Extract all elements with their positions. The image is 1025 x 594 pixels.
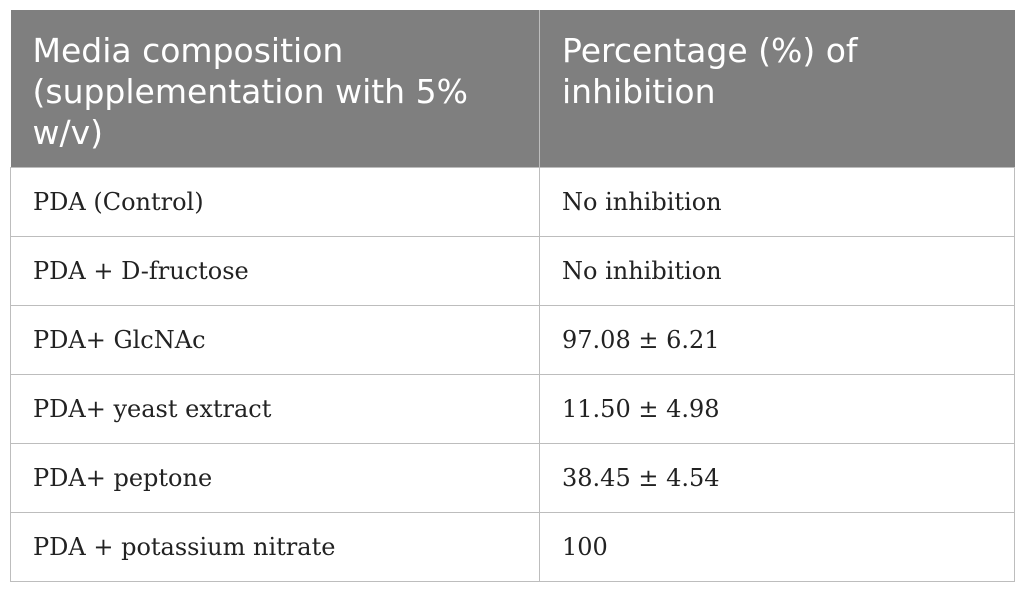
- inhibition-table: Media composition (supplementation with …: [10, 10, 1015, 582]
- cell-inhibition: 100: [539, 512, 1015, 582]
- table-body: PDA (Control) No inhibition PDA + D-fruc…: [10, 167, 1015, 582]
- cell-media: PDA+ peptone: [10, 443, 540, 513]
- cell-media: PDA + potassium nitrate: [10, 512, 540, 582]
- cell-inhibition: No inhibition: [539, 236, 1015, 306]
- table-row: PDA + D-fructose No inhibition: [10, 236, 1015, 306]
- cell-media: PDA (Control): [10, 167, 540, 237]
- header-media-composition: Media composition (supplementation with …: [10, 10, 540, 168]
- cell-media: PDA+ GlcNAc: [10, 305, 540, 375]
- inhibition-table-container: Media composition (supplementation with …: [10, 10, 1015, 582]
- cell-inhibition: 97.08 ± 6.21: [539, 305, 1015, 375]
- cell-inhibition: No inhibition: [539, 167, 1015, 237]
- cell-inhibition: 11.50 ± 4.98: [539, 374, 1015, 444]
- table-row: PDA+ GlcNAc 97.08 ± 6.21: [10, 305, 1015, 375]
- cell-media: PDA+ yeast extract: [10, 374, 540, 444]
- table-row: PDA+ yeast extract 11.50 ± 4.98: [10, 374, 1015, 444]
- header-row: Media composition (supplementation with …: [10, 10, 1015, 168]
- table-header: Media composition (supplementation with …: [10, 10, 1015, 168]
- table-row: PDA+ peptone 38.45 ± 4.54: [10, 443, 1015, 513]
- table-row: PDA + potassium nitrate 100: [10, 512, 1015, 582]
- table-row: PDA (Control) No inhibition: [10, 167, 1015, 237]
- cell-inhibition: 38.45 ± 4.54: [539, 443, 1015, 513]
- header-percentage-inhibition: Percentage (%) of inhibition: [539, 10, 1015, 168]
- cell-media: PDA + D-fructose: [10, 236, 540, 306]
